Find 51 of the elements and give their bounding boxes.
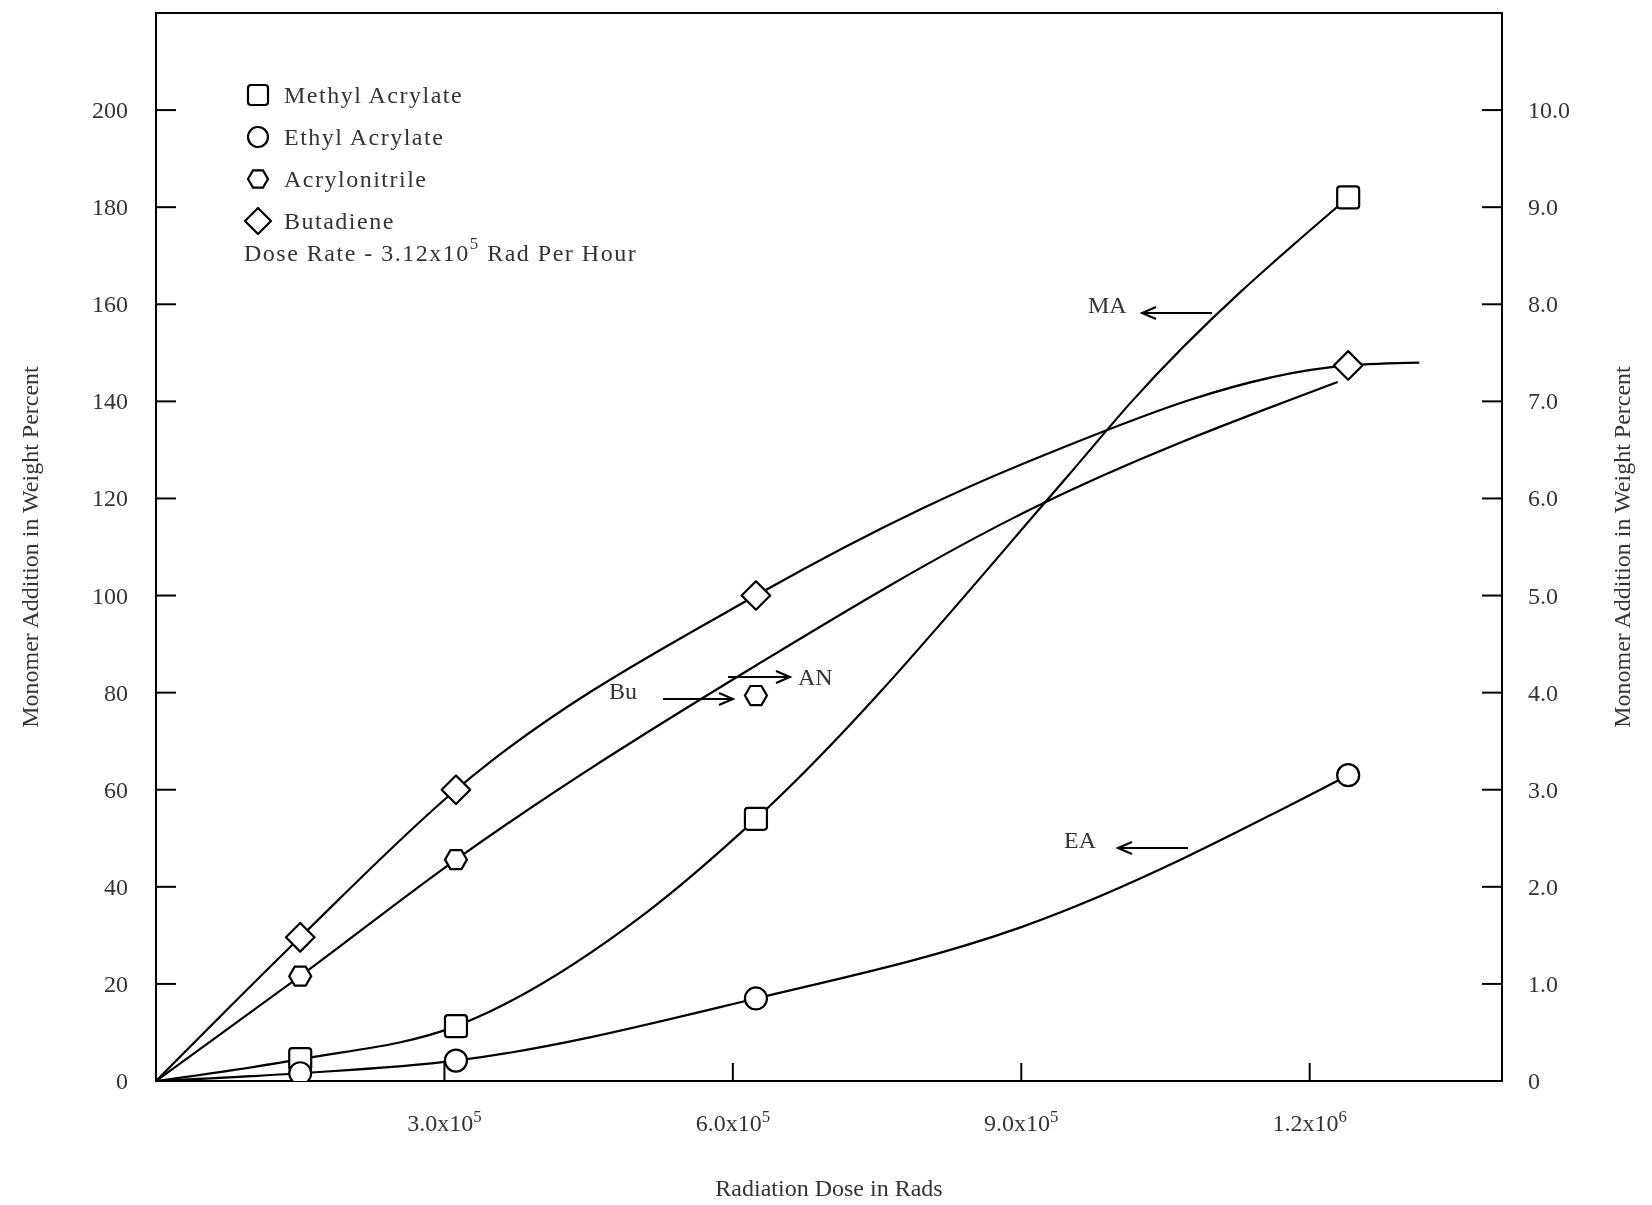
y2-tick-label: 1.0 bbox=[1528, 970, 1558, 997]
y2-axis-title: Monomer Addition in Weight Percent bbox=[1609, 365, 1635, 728]
y2-tick-label: 7.0 bbox=[1528, 388, 1558, 415]
y2-tick-label: 9.0 bbox=[1528, 194, 1558, 221]
legend-label: Acrylonitrile bbox=[284, 166, 428, 192]
series-label: Bu bbox=[609, 678, 638, 704]
point bbox=[1336, 763, 1361, 788]
y2-tick-label: 6.0 bbox=[1528, 485, 1558, 512]
series-label: EA bbox=[1064, 827, 1097, 853]
point bbox=[284, 921, 316, 953]
y2-tick-label: 2.0 bbox=[1528, 873, 1558, 900]
text: MA bbox=[1088, 292, 1128, 318]
y2-tick-label: 8.0 bbox=[1528, 291, 1558, 318]
point bbox=[740, 580, 772, 611]
y-tick-label: 100 bbox=[92, 582, 128, 609]
point bbox=[443, 1014, 469, 1039]
y2-tick-label: 3.0 bbox=[1528, 776, 1558, 803]
legend-label: Butadiene bbox=[284, 208, 395, 234]
y-tick-label: 160 bbox=[92, 291, 128, 318]
y2-tick-label: 10.0 bbox=[1528, 97, 1570, 124]
point bbox=[440, 774, 472, 806]
point bbox=[1332, 350, 1364, 381]
x-tick-label: 3.0x10$^{5}$ bbox=[407, 1106, 482, 1136]
point bbox=[743, 806, 769, 831]
y2-tick-label: 5.0 bbox=[1528, 582, 1558, 609]
y-tick-label: 40 bbox=[104, 873, 128, 900]
point bbox=[743, 684, 769, 707]
point bbox=[288, 965, 313, 987]
x-tick-label: 6.0x10$^{5}$ bbox=[695, 1106, 771, 1136]
point bbox=[443, 1048, 469, 1073]
x-tick-label: 1.2x10$^{6}$ bbox=[1272, 1106, 1347, 1136]
point bbox=[443, 849, 469, 871]
x-tick-label: 9.0x10$^{5}$ bbox=[984, 1106, 1059, 1136]
y-tick-label: 120 bbox=[92, 485, 128, 512]
legend-label: Ethyl Acrylate bbox=[284, 124, 445, 150]
y-tick-label: 20 bbox=[104, 970, 128, 997]
y-axis-title: Monomer Addition in Weight Percent bbox=[17, 365, 43, 728]
point bbox=[743, 986, 769, 1011]
y-tick-label: 0 bbox=[116, 1068, 128, 1094]
y2-tick-label: 4.0 bbox=[1528, 679, 1558, 706]
y-tick-label: 200 bbox=[92, 97, 128, 124]
y2-tick-label: 0 bbox=[1528, 1068, 1540, 1094]
y-tick-label: 60 bbox=[104, 776, 128, 803]
legend-label: AN bbox=[798, 664, 833, 690]
y-tick-label: 80 bbox=[104, 679, 128, 706]
annotation: Dose Rate - 3.12x10$^{5}$ Rad Per Hour bbox=[244, 234, 638, 266]
y-tick-label: 140 bbox=[92, 388, 128, 415]
y-tick-label: 180 bbox=[92, 194, 128, 221]
x-axis-title: Radiation Dose in Rads bbox=[715, 1175, 943, 1201]
point bbox=[1336, 185, 1361, 210]
legend-label: Methyl Acrylate bbox=[284, 82, 464, 108]
